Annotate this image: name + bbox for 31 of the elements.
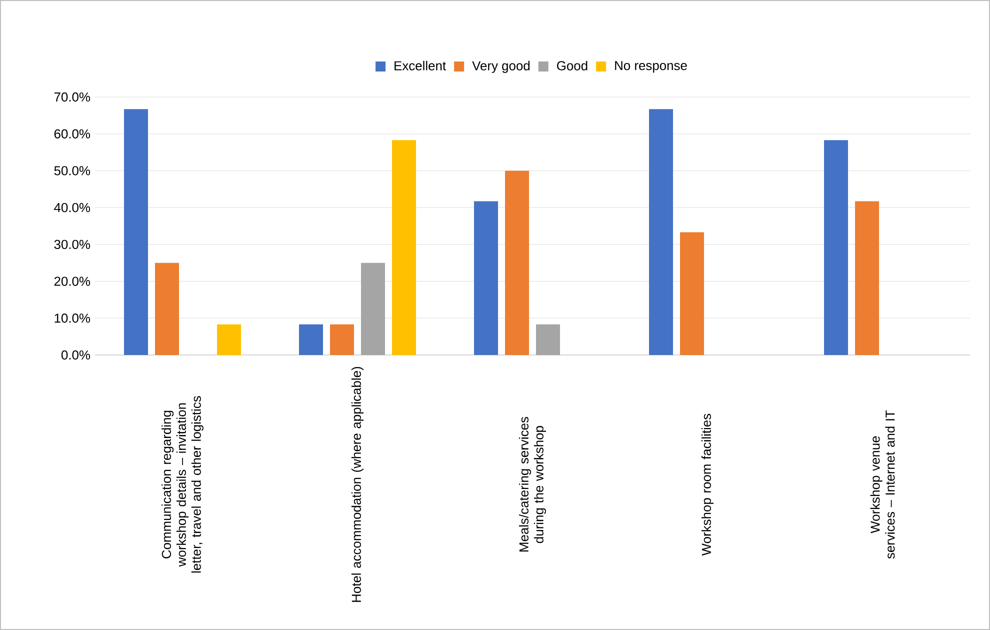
bar xyxy=(536,324,560,355)
bar xyxy=(680,232,704,355)
bar xyxy=(649,109,674,355)
x-tick-label: Communication regarding workshop details – invitation letter, travel and other logistics xyxy=(162,396,204,573)
y-tick-label: 50.0% xyxy=(54,166,90,176)
y-tick-label: 30.0% xyxy=(54,240,90,250)
y-tick-label: 10.0% xyxy=(54,314,90,323)
bar xyxy=(855,201,880,355)
x-tick-label: Hotel accommodation (where applicable) xyxy=(351,366,364,602)
legend-label: No response xyxy=(615,61,687,73)
y-tick-label: 70.0% xyxy=(54,92,90,102)
bar xyxy=(474,201,498,355)
y-tick-label: 20.0% xyxy=(54,276,90,286)
bar xyxy=(505,170,530,355)
x-tick-label: Workshop room facilities xyxy=(701,414,714,556)
y-tick-label: 40.0% xyxy=(54,202,90,212)
bar xyxy=(392,140,416,355)
y-tick-label: 0.0% xyxy=(61,350,90,360)
legend-label: Very good xyxy=(472,60,530,73)
x-tick-label: Workshop venue services – Internet and IT xyxy=(870,410,895,559)
bar xyxy=(217,324,242,355)
bar xyxy=(824,140,848,355)
x-tick-label: Meals/catering services during the workshop xyxy=(518,416,546,552)
bar xyxy=(330,324,354,355)
legend-label: Excellent xyxy=(394,60,446,70)
bar xyxy=(361,262,386,355)
bar xyxy=(155,262,180,355)
y-tick-label: 60.0% xyxy=(54,129,90,138)
bar xyxy=(124,109,148,355)
bar xyxy=(299,324,324,355)
legend-label: Good xyxy=(557,60,588,70)
